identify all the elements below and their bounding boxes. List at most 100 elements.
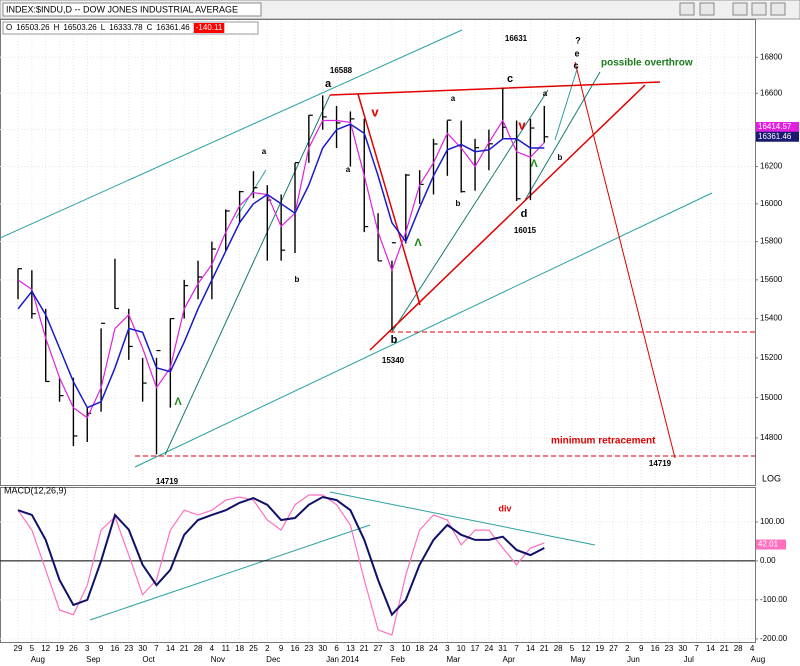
- x-tick-label: 5: [30, 644, 35, 653]
- annotation: a: [262, 147, 267, 156]
- series-line: [17, 123, 545, 409]
- x-tick-label: 16: [110, 644, 119, 653]
- annotation: v: [371, 104, 379, 119]
- y-tick-label: 16200: [760, 162, 783, 171]
- readout-change-box: [193, 23, 225, 33]
- price-tag-label: 16414.57: [758, 122, 792, 131]
- support-line: [369, 84, 646, 351]
- y-tick-label: 15400: [760, 314, 783, 323]
- price-tag-label: 16361.46: [758, 132, 792, 141]
- annotation: minimum retracement: [551, 436, 656, 447]
- x-tick-label: 29: [14, 644, 23, 653]
- x-tick-label: 9: [279, 644, 284, 653]
- y-tick-label: 15800: [760, 237, 783, 246]
- x-month-label: Aug: [31, 655, 45, 664]
- series-line: [17, 119, 545, 419]
- window-button[interactable]: [699, 2, 715, 16]
- readout-change: -140.11: [196, 23, 223, 32]
- x-tick-label: 14: [166, 644, 175, 653]
- annotation: e: [574, 48, 579, 58]
- x-tick-label: 30: [318, 644, 327, 653]
- x-tick-label: 30: [138, 644, 147, 653]
- readout-label: H: [54, 23, 60, 32]
- price-tag: [756, 122, 799, 133]
- x-tick-label: 3: [85, 644, 90, 653]
- last-value-tag: [756, 539, 786, 550]
- macd-title: MACD(12,26,9): [4, 485, 67, 495]
- x-tick-label: 21: [720, 644, 729, 653]
- annotation: v: [518, 117, 526, 132]
- x-month-label: Nov: [211, 655, 225, 664]
- y-tick-label: 0.00: [760, 556, 776, 565]
- readout-value: 16361.46: [156, 23, 190, 32]
- x-month-label: Feb: [391, 655, 405, 664]
- x-month-label: Oct: [142, 655, 155, 664]
- x-tick-label: 12: [581, 644, 590, 653]
- y-tick-label: 16000: [760, 199, 783, 208]
- x-tick-label: 21: [180, 644, 189, 653]
- x-month-label: May: [570, 655, 585, 664]
- x-tick-label: 30: [678, 644, 687, 653]
- window-button[interactable]: [751, 2, 767, 16]
- annotation: 16015: [514, 226, 537, 235]
- x-month-label: Apr: [503, 655, 516, 664]
- trend-line: [524, 71, 601, 201]
- x-tick-label: 3: [445, 644, 450, 653]
- x-tick-label: 13: [346, 644, 355, 653]
- x-month-label: Jun: [627, 655, 640, 664]
- annotation: a: [451, 94, 456, 103]
- x-tick-label: 19: [595, 644, 604, 653]
- x-tick-label: 6: [334, 644, 339, 653]
- x-tick-label: 28: [734, 644, 743, 653]
- x-tick-label: 21: [540, 644, 549, 653]
- annotation: a: [543, 89, 548, 98]
- annotation: Λ: [174, 396, 182, 408]
- x-tick-label: 21: [360, 644, 369, 653]
- price-panel-frame: [0, 19, 756, 486]
- channel-line: [134, 192, 713, 468]
- annotation: 14719: [156, 477, 179, 486]
- y-tick-label: -100.00: [760, 595, 788, 604]
- annotation: ?: [575, 35, 581, 45]
- x-tick-label: 7: [694, 644, 699, 653]
- x-tick-label: 17: [471, 644, 480, 653]
- annotation: 16588: [330, 66, 353, 75]
- window-button[interactable]: [679, 2, 695, 16]
- annotation: a: [325, 78, 332, 90]
- x-tick-label: 12: [41, 644, 50, 653]
- readout-value: 16503.26: [63, 23, 97, 32]
- readout-value: 16503.26: [16, 23, 50, 32]
- y-tick-label: 15000: [760, 393, 783, 402]
- x-tick-label: 28: [554, 644, 563, 653]
- annotation: b: [456, 199, 461, 208]
- x-tick-label: 16: [651, 644, 660, 653]
- readout-label: O: [6, 23, 12, 32]
- annotation: Λ: [414, 237, 422, 249]
- x-tick-label: 16: [291, 644, 300, 653]
- macd-trend-line: [329, 491, 596, 546]
- y-tick-label: -200.00: [760, 634, 788, 643]
- annotation: d: [521, 208, 528, 220]
- x-month-label: Dec: [266, 655, 280, 664]
- readout: O 16503.26 H 16503.26 L 16333.78 C 16361.46 -140…: [6, 23, 225, 33]
- x-tick-label: 18: [415, 644, 424, 653]
- x-tick-label: 4: [750, 644, 755, 653]
- readout-label: L: [101, 23, 106, 32]
- annotation: a: [346, 165, 351, 174]
- annotation: b: [558, 153, 563, 162]
- projection-line: [574, 61, 676, 459]
- decline-line: [357, 93, 421, 306]
- x-tick-label: 26: [69, 644, 78, 653]
- trend-line: [235, 169, 267, 219]
- x-tick-label: 4: [210, 644, 215, 653]
- y-tick-label: 16600: [760, 88, 783, 97]
- series-line: [17, 494, 545, 636]
- window-button[interactable]: [770, 2, 786, 16]
- x-tick-label: 10: [457, 644, 466, 653]
- annotation: 16631: [505, 34, 528, 43]
- window-button[interactable]: [732, 2, 748, 16]
- trend-lines: [0, 29, 755, 621]
- y-tick-label: 100.00: [760, 517, 785, 526]
